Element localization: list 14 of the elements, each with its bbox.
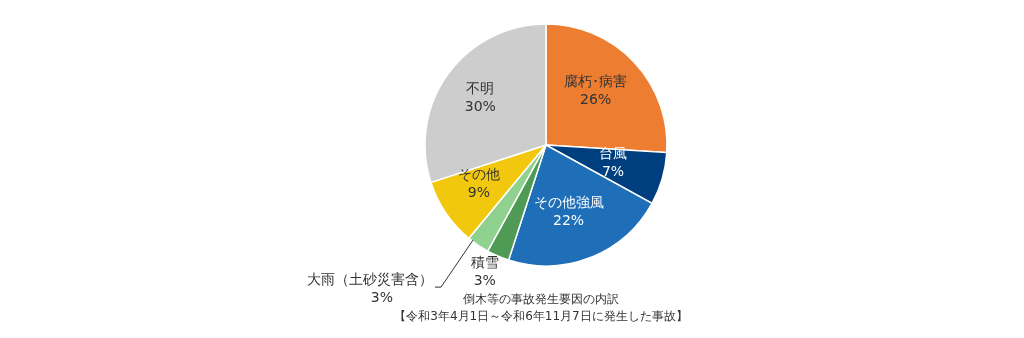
slice-label: 積雪	[470, 253, 499, 270]
data-label: 3%	[370, 289, 394, 306]
data-label: 9%	[467, 184, 491, 201]
data-label: 7%	[601, 162, 625, 179]
data-label: 3%	[473, 271, 496, 288]
slice-label: 不明	[466, 79, 495, 96]
data-label: 30%	[464, 97, 496, 114]
slice-label: その他強風	[533, 193, 604, 210]
slice-label: 大雨（土砂災害含）	[307, 271, 434, 288]
data-label: 26%	[580, 90, 612, 107]
slice-label: 腐朽･病害	[564, 72, 628, 89]
text: 倒木等の事故発生要因の内訳	[463, 292, 619, 306]
data-label: 22%	[553, 211, 585, 228]
text: 【令和3年4月1日～令和6年11月7日に発生した事故】	[394, 309, 688, 323]
